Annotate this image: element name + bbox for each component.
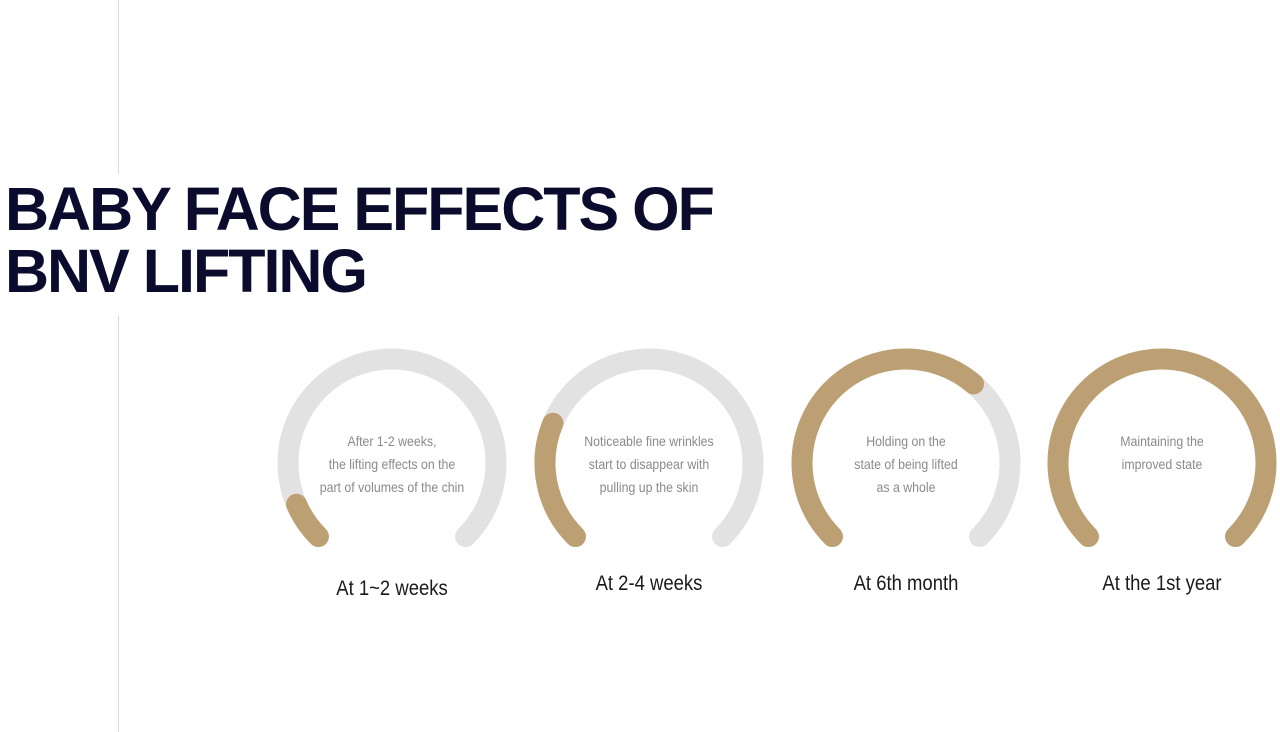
stage-description-line: improved state bbox=[1121, 456, 1203, 472]
stage-description-line: as a whole bbox=[876, 479, 936, 495]
stage-description: Noticeable fine wrinkles start to disappe… bbox=[561, 430, 737, 499]
stage-description-line: the lifting effects on the bbox=[328, 456, 456, 472]
stage-label: At 2-4 weeks bbox=[595, 572, 703, 595]
divider-line-top bbox=[118, 0, 119, 174]
stage-description-line: part of volumes of the chin bbox=[319, 479, 465, 495]
stage-description-line: Holding on the bbox=[866, 433, 946, 449]
stage-label: At 6th month bbox=[853, 572, 959, 595]
stage-description: After 1-2 weeks, the lifting effects on t… bbox=[304, 430, 480, 499]
stage-description: Holding on the state of being lifted as a … bbox=[818, 430, 994, 499]
page-title: BABY FACE EFFECTS OF BNV LIFTING bbox=[5, 175, 715, 305]
page-title-line-2: BNV LIFTING bbox=[5, 237, 368, 305]
stage-description-line: start to disappear with bbox=[588, 456, 710, 472]
stage-description-line: After 1-2 weeks, bbox=[347, 433, 437, 449]
stage-description-line: Maintaining the bbox=[1120, 433, 1204, 449]
gauge-progress bbox=[534, 412, 586, 548]
stage-label: At the 1st year bbox=[1102, 572, 1222, 595]
page-title-line-1: BABY FACE EFFECTS OF bbox=[5, 175, 715, 243]
stage-description-line: Noticeable fine wrinkles bbox=[584, 433, 714, 449]
stage-description-line: state of being lifted bbox=[854, 456, 958, 472]
gauge-progress bbox=[286, 493, 329, 548]
gauge-progress bbox=[791, 348, 985, 548]
gauge-track bbox=[277, 348, 507, 548]
divider-line-bottom bbox=[118, 316, 119, 732]
gauge-progress bbox=[1047, 348, 1277, 548]
stage-label: At 1~2 weeks bbox=[336, 577, 448, 600]
stage-description: Maintaining the improved state bbox=[1074, 430, 1250, 476]
stage-description-line: pulling up the skin bbox=[599, 479, 699, 495]
